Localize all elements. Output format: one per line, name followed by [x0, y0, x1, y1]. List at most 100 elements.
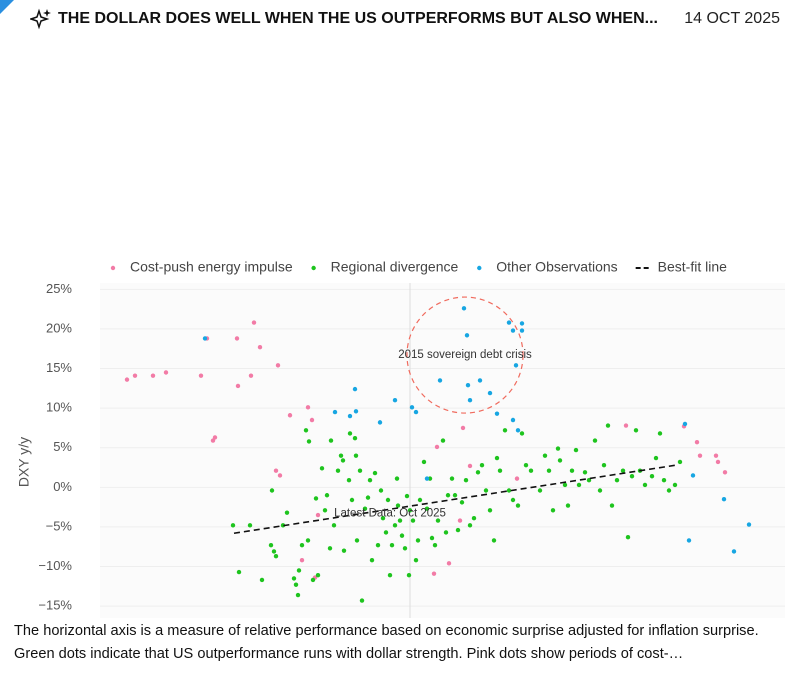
scatter-dot: [353, 453, 359, 458]
date: 14 OCT 2025: [684, 10, 780, 27]
scatter-dot: [443, 530, 449, 535]
legend-item: Best-fit line: [635, 259, 727, 275]
scatter-dot: [303, 428, 309, 433]
scatter-dot: [477, 378, 483, 383]
scatter-dot: [565, 503, 571, 508]
scatter-dot: [413, 557, 419, 563]
scatter-dot: [440, 438, 446, 443]
scatter-dot: [449, 476, 455, 481]
scatter-dot: [446, 561, 452, 566]
scatter-dot: [713, 453, 719, 458]
annotation: Latest Data: Oct 2025: [334, 507, 446, 519]
scatter-dot: [576, 482, 582, 488]
scatter-dot: [515, 503, 521, 508]
scatter-dot: [359, 598, 365, 603]
scatter-dot: [291, 576, 297, 581]
scatter-dot: [614, 477, 620, 483]
scatter-dot: [354, 538, 360, 543]
scatter-dot: [299, 557, 305, 563]
scatter-dot: [324, 493, 330, 498]
y-tick-label: −5%: [46, 518, 73, 533]
scatter-dot: [623, 423, 629, 428]
y-tick-label: 20%: [46, 320, 72, 335]
scatter-dot: [609, 503, 615, 508]
scatter-dot: [236, 569, 242, 575]
scatter-dot: [722, 470, 728, 475]
scatter-dot: [352, 436, 358, 441]
scatter-dot: [407, 508, 413, 513]
legend-label: Best-fit line: [658, 259, 727, 275]
scatter-dot: [257, 344, 263, 350]
scatter-dot: [340, 458, 346, 463]
scatter-dot: [519, 321, 525, 326]
scatter-dot: [271, 549, 277, 554]
scatter-dot: [537, 488, 543, 493]
scatter-dot: [150, 373, 156, 378]
scatter-dot: [694, 439, 700, 445]
scatter-dot: [367, 477, 373, 483]
scatter-dot: [259, 577, 265, 583]
scatter-dot: [315, 573, 321, 578]
scatter-dot: [319, 466, 325, 471]
annotation-circle: [406, 296, 524, 414]
scatter-dot: [372, 470, 378, 476]
scatter-dot: [273, 554, 279, 559]
best-fit-line: [233, 464, 677, 535]
y-tick-label: −15%: [38, 598, 72, 613]
y-tick-label: 25%: [46, 281, 72, 296]
scatter-dot: [463, 477, 469, 483]
legend-swatch: [311, 265, 316, 271]
y-axis-title: DXY y/y: [16, 437, 32, 487]
legend-swatch: [477, 265, 482, 271]
scatter-dot: [305, 538, 311, 543]
scatter-dot: [295, 592, 301, 598]
scatter-dot: [523, 462, 529, 468]
scatter-dot: [661, 477, 667, 483]
scatter-dot: [404, 493, 410, 499]
scatter-dot: [510, 497, 516, 503]
scatter-dot: [506, 488, 512, 493]
scatter-dot: [212, 435, 218, 440]
scatter-dot: [293, 582, 299, 587]
legend-item: Cost-push energy impulse: [110, 259, 293, 275]
scatter-dot: [394, 476, 400, 481]
scatter-dot: [690, 473, 696, 478]
scatter-dot: [305, 405, 311, 410]
legend-label: Other Observations: [496, 259, 617, 275]
scatter-dot: [415, 538, 421, 543]
scatter-dot: [682, 421, 688, 427]
scatter-dot: [331, 523, 337, 528]
scatter-dot: [528, 468, 534, 473]
corner-marker: [0, 0, 14, 14]
scatter-dot: [465, 382, 471, 388]
legend-swatch: [110, 265, 116, 271]
scatter-dot: [277, 473, 283, 478]
scatter-dot: [353, 409, 359, 414]
scatter-dot: [649, 474, 655, 479]
scatter-dot: [746, 522, 752, 527]
scatter-dot: [313, 496, 319, 501]
chart: 25% 20% 15% 10% 5% 0% −5% −10% −15% DXY y/y Cost-p…: [16, 259, 785, 618]
scatter-dot: [315, 512, 321, 518]
scatter-dot: [346, 477, 352, 483]
scatter-dot: [582, 470, 588, 475]
scatter-dot: [335, 468, 341, 473]
scatter-dot: [413, 409, 419, 415]
y-tick-label: 0%: [53, 479, 72, 494]
scatter-dot: [487, 390, 493, 396]
scatter-dot: [502, 428, 508, 433]
legend-item: Other Observations: [477, 259, 618, 275]
scatter-dot: [686, 538, 692, 543]
scatter-dot: [369, 557, 375, 563]
scatter-dot: [338, 453, 344, 458]
scatter-dot: [672, 482, 678, 488]
scatter-dot: [299, 542, 305, 548]
scatter-dot: [378, 488, 384, 493]
scatter-dot: [387, 573, 393, 578]
annotation: 2015 sovereign debt crisis: [398, 349, 532, 361]
scatter-dot: [402, 546, 408, 551]
scatter-dot: [455, 527, 461, 533]
scatter-dot: [475, 470, 481, 475]
scatter-dot: [332, 409, 338, 415]
scatter-dot: [555, 446, 561, 451]
